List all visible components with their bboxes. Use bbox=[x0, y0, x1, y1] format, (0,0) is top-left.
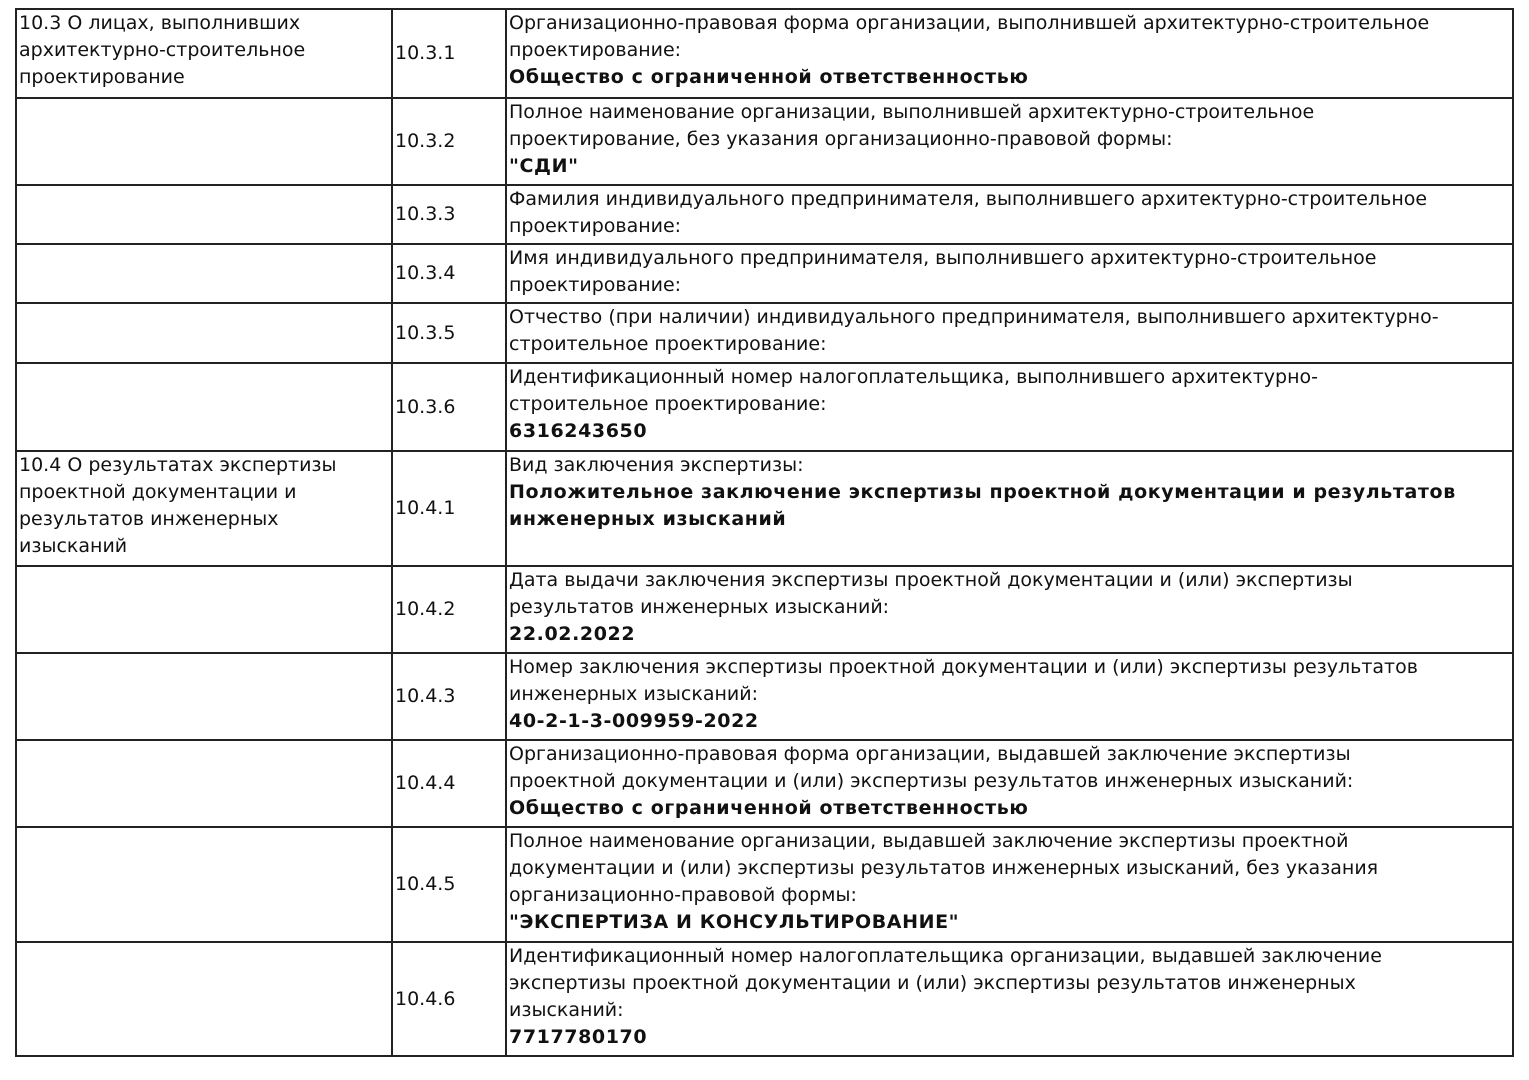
table-row: 10.4.6 Идентификационный номер налогоплат… bbox=[15, 941, 1514, 1057]
table-row: 10.3.4 Имя индивидуального предпринимател… bbox=[15, 243, 1514, 304]
section-title bbox=[15, 826, 393, 943]
item-number: 10.4.5 bbox=[391, 826, 507, 943]
item-description: Отчество (при наличии) индивидуального п… bbox=[505, 302, 1514, 364]
section-title bbox=[15, 652, 393, 741]
item-label: Идентификационный номер налогоплательщик… bbox=[509, 366, 1318, 415]
item-number: 10.3.1 bbox=[391, 8, 507, 99]
item-number: 10.4.6 bbox=[391, 941, 507, 1057]
section-title bbox=[15, 243, 393, 304]
item-description: Идентификационный номер налогоплательщик… bbox=[505, 941, 1514, 1057]
item-description: Вид заключения экспертизы: Положительное … bbox=[505, 450, 1514, 567]
table-row: 10.4.5 Полное наименование организации, в… bbox=[15, 826, 1514, 943]
section-title bbox=[15, 362, 393, 452]
item-label: Организационно-правовая форма организаци… bbox=[509, 12, 1430, 61]
item-label: Фамилия индивидуального предпринимателя,… bbox=[509, 188, 1428, 237]
item-description: Дата выдачи заключения экспертизы проект… bbox=[505, 565, 1514, 654]
item-number: 10.3.3 bbox=[391, 184, 507, 245]
item-number: 10.4.3 bbox=[391, 652, 507, 741]
item-value: 40-2-1-3-009959-2022 bbox=[509, 710, 759, 732]
item-value: 22.02.2022 bbox=[509, 623, 636, 645]
item-description: Организационно-правовая форма организаци… bbox=[505, 739, 1514, 828]
item-number: 10.3.5 bbox=[391, 302, 507, 364]
section-title bbox=[15, 739, 393, 828]
table-row: 10.3.5 Отчество (при наличии) индивидуаль… bbox=[15, 302, 1514, 364]
table-row: 10.3 О лицах, выполнивших архитектурно-с… bbox=[15, 8, 1514, 99]
item-description: Полное наименование организации, выполни… bbox=[505, 97, 1514, 186]
item-label: Полное наименование организации, выполни… bbox=[509, 101, 1315, 150]
item-label: Отчество (при наличии) индивидуального п… bbox=[509, 306, 1439, 355]
item-number: 10.4.2 bbox=[391, 565, 507, 654]
section-title: 10.3 О лицах, выполнивших архитектурно-с… bbox=[15, 8, 393, 99]
item-value: "СДИ" bbox=[509, 155, 579, 177]
section-title bbox=[15, 565, 393, 654]
table-row: 10.4.3 Номер заключения экспертизы проект… bbox=[15, 652, 1514, 741]
item-value: 7717780170 bbox=[509, 1026, 648, 1048]
document-table: 10.3 О лицах, выполнивших архитектурно-с… bbox=[15, 8, 1514, 1057]
item-label: Организационно-правовая форма организаци… bbox=[509, 743, 1354, 792]
item-number: 10.4.1 bbox=[391, 450, 507, 567]
item-number: 10.4.4 bbox=[391, 739, 507, 828]
item-description: Идентификационный номер налогоплательщик… bbox=[505, 362, 1514, 452]
item-label: Полное наименование организации, выдавше… bbox=[509, 830, 1379, 906]
item-value: 6316243650 bbox=[509, 420, 648, 442]
item-number: 10.3.2 bbox=[391, 97, 507, 186]
section-title bbox=[15, 302, 393, 364]
item-number: 10.3.4 bbox=[391, 243, 507, 304]
table-row: 10.4.2 Дата выдачи заключения экспертизы … bbox=[15, 565, 1514, 654]
item-description: Имя индивидуального предпринимателя, вып… bbox=[505, 243, 1514, 304]
item-description: Организационно-правовая форма организаци… bbox=[505, 8, 1514, 99]
section-title bbox=[15, 184, 393, 245]
item-label: Дата выдачи заключения экспертизы проект… bbox=[509, 569, 1353, 618]
item-value: Общество с ограниченной ответственностью bbox=[509, 797, 1029, 819]
item-label: Вид заключения экспертизы: bbox=[509, 454, 804, 476]
table-row: 10.4.4 Организационно-правовая форма орга… bbox=[15, 739, 1514, 828]
table-row: 10.3.3 Фамилия индивидуального предприним… bbox=[15, 184, 1514, 245]
table-row: 10.4 О результатах экспертизы проектной … bbox=[15, 450, 1514, 567]
item-description: Номер заключения экспертизы проектной до… bbox=[505, 652, 1514, 741]
item-label: Имя индивидуального предпринимателя, вып… bbox=[509, 247, 1377, 296]
item-label: Номер заключения экспертизы проектной до… bbox=[509, 656, 1418, 705]
section-title bbox=[15, 941, 393, 1057]
item-number: 10.3.6 bbox=[391, 362, 507, 452]
item-value: Положительное заключение экспертизы прое… bbox=[509, 481, 1456, 530]
item-description: Полное наименование организации, выдавше… bbox=[505, 826, 1514, 943]
item-value: Общество с ограниченной ответственностью bbox=[509, 66, 1029, 88]
table-row: 10.3.6 Идентификационный номер налогоплат… bbox=[15, 362, 1514, 452]
item-value: "ЭКСПЕРТИЗА И КОНСУЛЬТИРОВАНИЕ" bbox=[509, 911, 960, 933]
section-title bbox=[15, 97, 393, 186]
item-label: Идентификационный номер налогоплательщик… bbox=[509, 945, 1382, 1021]
item-description: Фамилия индивидуального предпринимателя,… bbox=[505, 184, 1514, 245]
section-title: 10.4 О результатах экспертизы проектной … bbox=[15, 450, 393, 567]
table-row: 10.3.2 Полное наименование организации, в… bbox=[15, 97, 1514, 186]
